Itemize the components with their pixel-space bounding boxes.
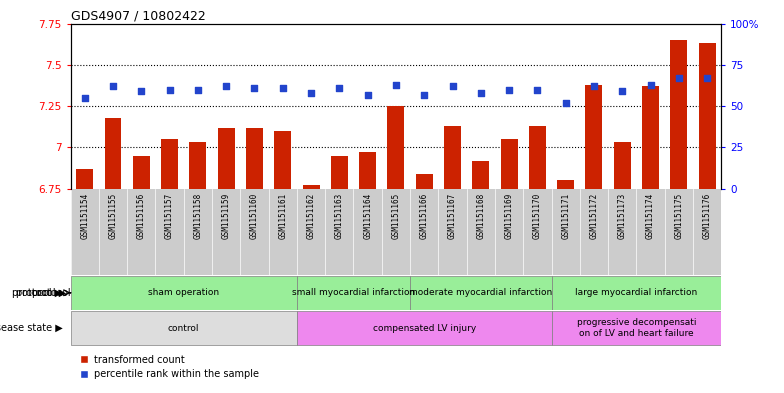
Bar	[586, 84, 602, 189]
Point	[305, 90, 318, 96]
Bar	[551, 276, 721, 310]
Bar	[331, 156, 348, 189]
Text: GSM1151156: GSM1151156	[136, 193, 146, 239]
Text: compensated LV injury: compensated LV injury	[372, 324, 476, 332]
Point	[78, 95, 91, 101]
Point	[107, 83, 119, 90]
Point	[446, 83, 459, 90]
Point	[644, 81, 657, 88]
Text: protocol ▶: protocol ▶	[13, 288, 63, 298]
Bar	[614, 142, 631, 189]
Bar	[161, 139, 178, 189]
Point	[361, 92, 374, 98]
Text: GSM1151165: GSM1151165	[391, 193, 401, 239]
Point	[588, 83, 601, 90]
Text: GSM1151154: GSM1151154	[80, 193, 89, 239]
Text: control: control	[168, 324, 199, 332]
Bar	[190, 142, 206, 189]
Bar	[410, 276, 551, 310]
Bar	[71, 276, 297, 310]
Point	[333, 85, 346, 91]
Bar	[71, 311, 297, 345]
Text: GSM1151168: GSM1151168	[477, 193, 485, 239]
Bar	[444, 126, 461, 189]
Text: large myocardial infarction: large myocardial infarction	[575, 288, 698, 297]
Point	[531, 86, 543, 93]
Text: GSM1151176: GSM1151176	[702, 193, 712, 239]
Point	[163, 86, 176, 93]
Text: GSM1151169: GSM1151169	[505, 193, 514, 239]
Bar	[104, 118, 122, 189]
Text: GSM1151158: GSM1151158	[194, 193, 202, 239]
Bar	[416, 174, 433, 189]
Bar	[642, 86, 659, 189]
Text: GSM1151164: GSM1151164	[363, 193, 372, 239]
Point	[560, 100, 572, 106]
Point	[673, 75, 685, 81]
Point	[191, 86, 204, 93]
Bar	[529, 126, 546, 189]
Bar	[551, 311, 721, 345]
Bar	[76, 169, 93, 189]
Legend: transformed count, percentile rank within the sample: transformed count, percentile rank withi…	[75, 351, 263, 383]
Text: GSM1151162: GSM1151162	[307, 193, 315, 239]
Text: GSM1151172: GSM1151172	[590, 193, 598, 239]
Text: GSM1151163: GSM1151163	[335, 193, 344, 239]
Point	[249, 85, 261, 91]
Text: GSM1151167: GSM1151167	[448, 193, 457, 239]
Text: GSM1151161: GSM1151161	[278, 193, 287, 239]
Bar	[557, 180, 574, 189]
Point	[474, 90, 487, 96]
Text: GSM1151155: GSM1151155	[108, 193, 118, 239]
Point	[135, 88, 147, 94]
Point	[277, 85, 289, 91]
Text: GSM1151174: GSM1151174	[646, 193, 655, 239]
Text: GSM1151160: GSM1151160	[250, 193, 259, 239]
Point	[390, 81, 402, 88]
Bar	[297, 311, 551, 345]
Text: GSM1151170: GSM1151170	[533, 193, 542, 239]
Bar	[359, 152, 376, 189]
Bar	[387, 106, 405, 189]
Point	[220, 83, 232, 90]
Text: small myocardial infarction: small myocardial infarction	[292, 288, 415, 297]
Text: GSM1151173: GSM1151173	[618, 193, 626, 239]
Text: GSM1151175: GSM1151175	[674, 193, 684, 239]
Text: progressive decompensati
on of LV and heart failure: progressive decompensati on of LV and he…	[577, 318, 696, 338]
Text: protocol ▶: protocol ▶	[16, 288, 67, 298]
Bar	[699, 43, 716, 189]
Text: GSM1151157: GSM1151157	[165, 193, 174, 239]
Point	[418, 92, 430, 98]
Text: moderate myocardial infarction: moderate myocardial infarction	[409, 288, 553, 297]
Text: GSM1151171: GSM1151171	[561, 193, 570, 239]
Point	[503, 86, 515, 93]
Bar	[274, 131, 291, 189]
Bar	[297, 276, 410, 310]
Bar	[246, 128, 263, 189]
Point	[616, 88, 629, 94]
Text: GDS4907 / 10802422: GDS4907 / 10802422	[71, 9, 205, 22]
Bar	[218, 128, 234, 189]
Text: disease state ▶: disease state ▶	[0, 323, 63, 333]
Text: GSM1151159: GSM1151159	[222, 193, 230, 239]
Point	[701, 75, 713, 81]
Bar	[303, 185, 320, 189]
Bar	[501, 139, 517, 189]
Bar	[670, 40, 688, 189]
Text: protocol: protocol	[31, 288, 71, 298]
Text: sham operation: sham operation	[148, 288, 220, 297]
Bar	[472, 161, 489, 189]
Bar	[132, 156, 150, 189]
Text: GSM1151166: GSM1151166	[419, 193, 429, 239]
